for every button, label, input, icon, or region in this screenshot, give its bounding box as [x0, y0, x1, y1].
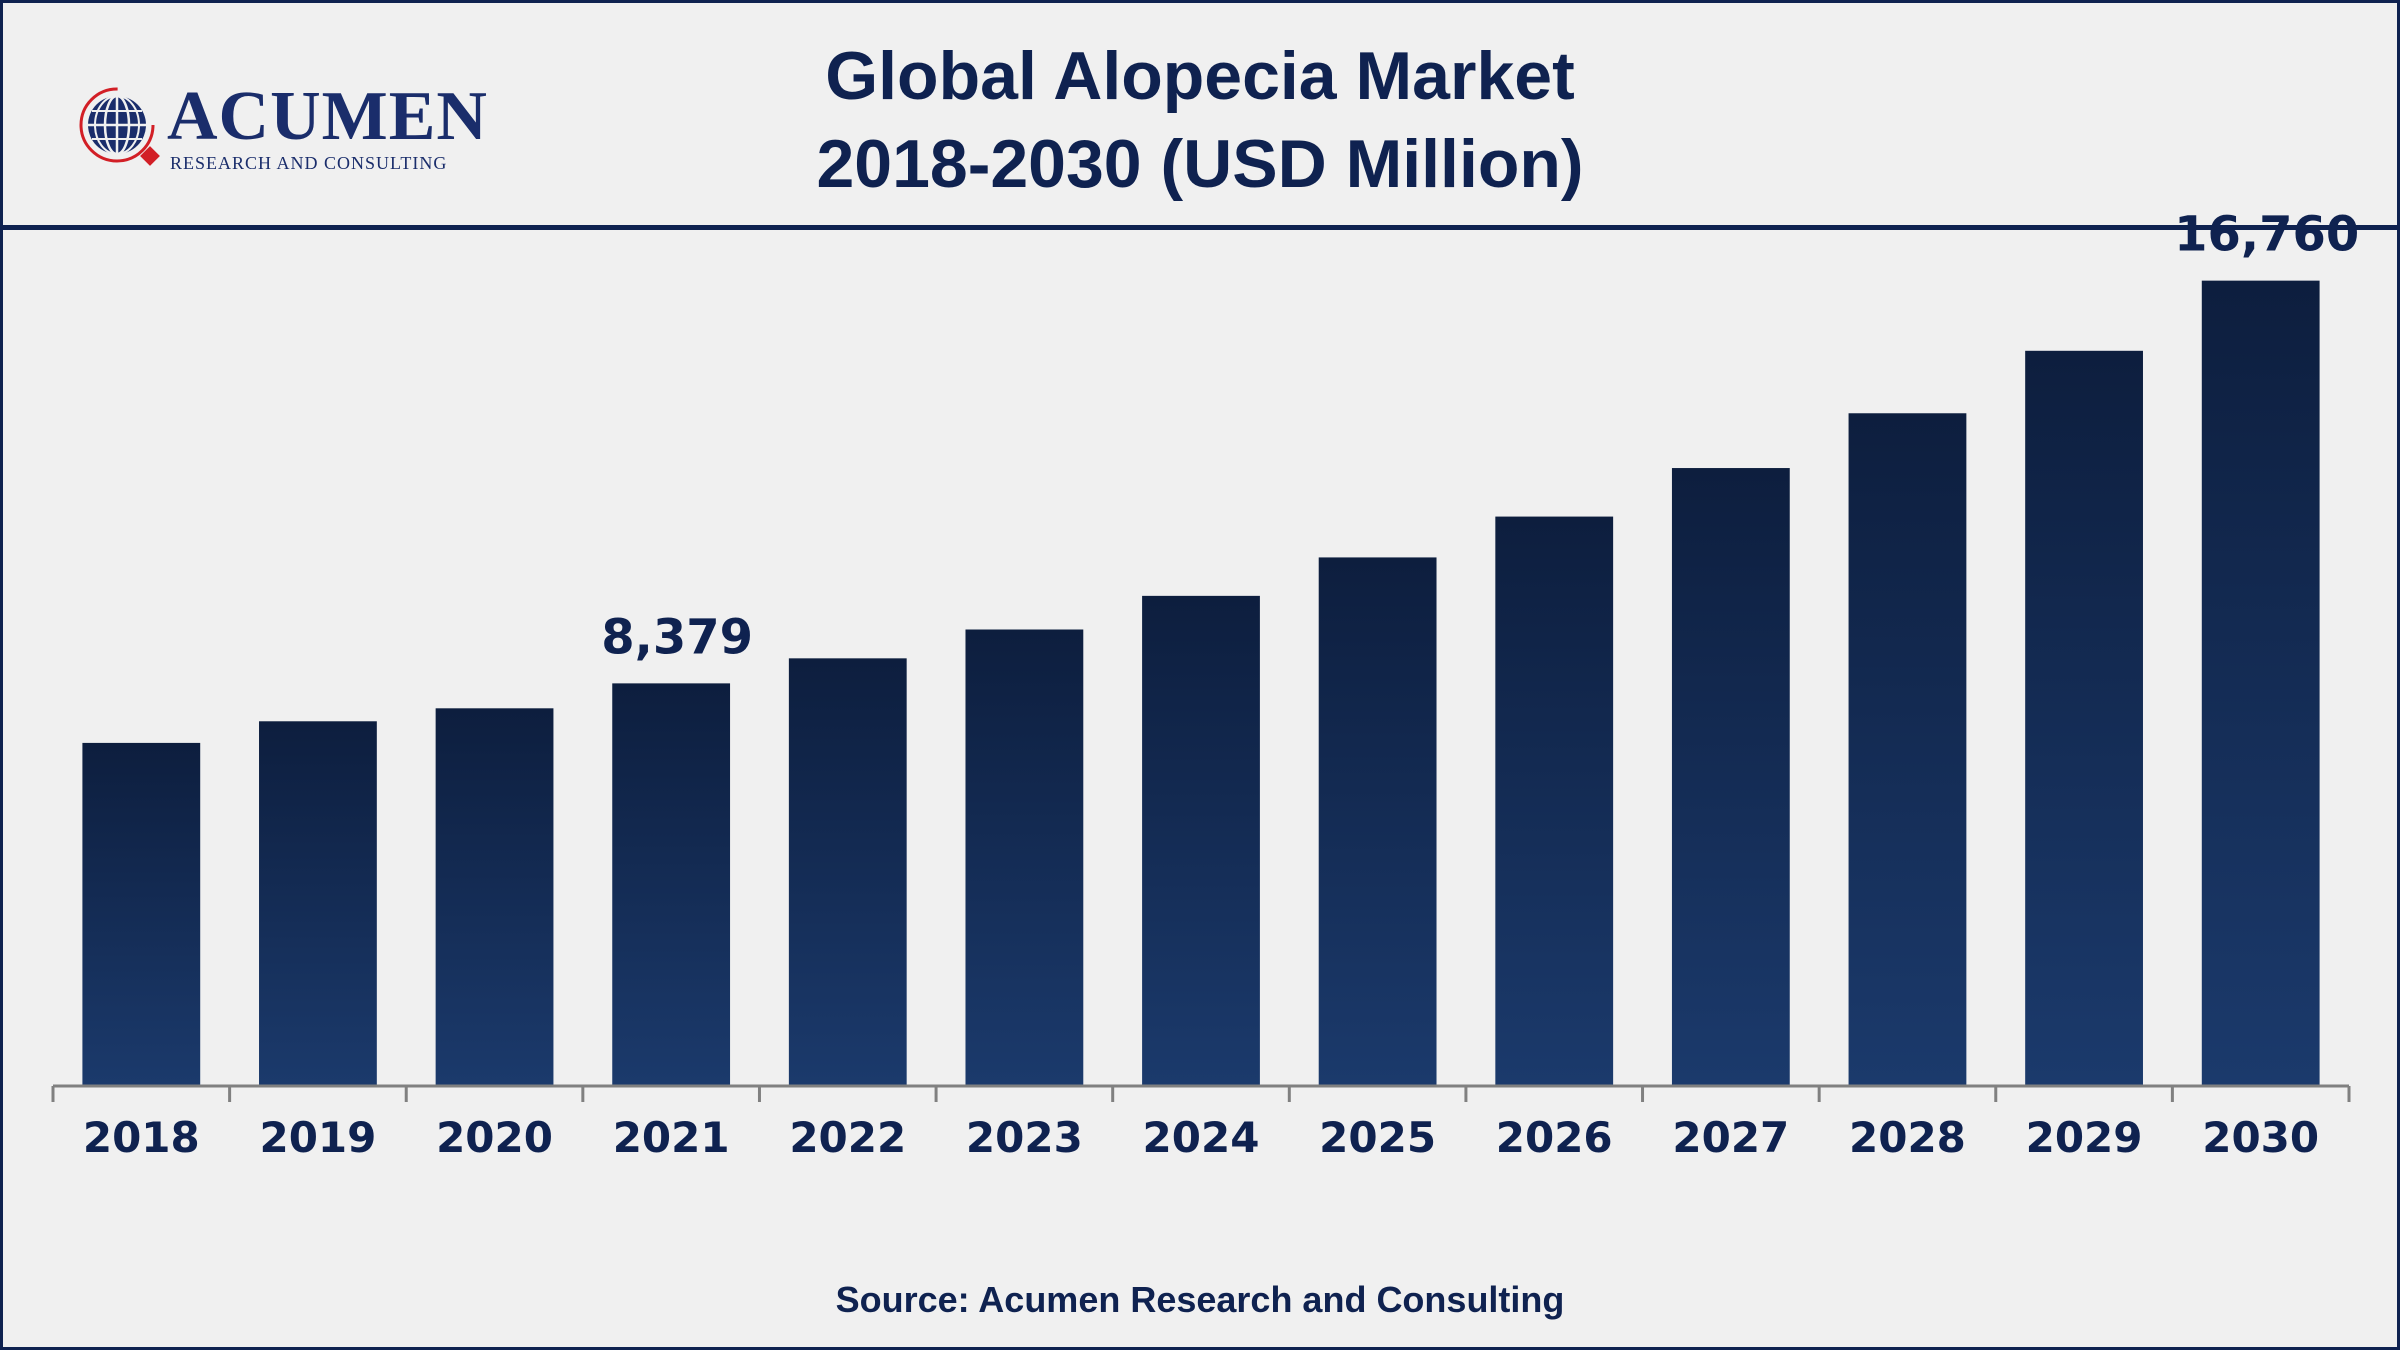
bar-2026: [1495, 516, 1614, 1086]
header: ACUMEN RESEARCH AND CONSULTING Global Al…: [3, 3, 2397, 230]
x-tick-label: 2019: [259, 1113, 376, 1162]
data-label-2030: 16,760: [2174, 207, 2359, 263]
x-tick-label: 2028: [1849, 1113, 1966, 1162]
bar-2030: [2201, 280, 2320, 1086]
logo-tagline: RESEARCH AND CONSULTING: [170, 153, 448, 173]
bar-2022: [788, 658, 907, 1086]
x-tick-label: 2018: [83, 1113, 200, 1162]
x-tick-label: 2023: [966, 1113, 1083, 1162]
globe-icon: [79, 87, 160, 166]
bar-2024: [1142, 595, 1260, 1086]
x-tick-label: 2025: [1319, 1113, 1436, 1162]
bar-2025: [1318, 557, 1437, 1086]
bar-2021: [612, 683, 731, 1086]
chart-title-line1: Global Alopecia Market: [825, 38, 1575, 114]
x-tick-label: 2020: [436, 1113, 553, 1162]
x-tick-label: 2029: [2026, 1113, 2143, 1162]
bar-chart: 2018 2019 2020 2021 8,379 2022 2023 2024 2025 202…: [51, 207, 2359, 1162]
chart-title-line2: 2018-2030 (USD Million): [816, 126, 1584, 202]
x-tick-label: 2024: [1143, 1113, 1260, 1162]
logo-brand: ACUMEN: [167, 78, 488, 155]
bar-2023: [965, 629, 1084, 1086]
x-tick-label: 2021: [613, 1113, 730, 1162]
bar-2018: [82, 742, 201, 1086]
source-note: Source: Acumen Research and Consulting: [835, 1279, 1565, 1320]
bar-2029: [2025, 350, 2143, 1086]
bar-2019: [259, 721, 377, 1086]
x-tick-label: 2022: [789, 1113, 906, 1162]
bar-2027: [1671, 468, 1790, 1086]
bar-2020: [435, 708, 554, 1086]
x-tick-label: 2030: [2202, 1113, 2319, 1162]
data-label-2021: 8,379: [601, 609, 753, 665]
x-tick-label: 2027: [1672, 1113, 1789, 1162]
x-tick-label: 2026: [1496, 1113, 1613, 1162]
bar-2028: [1848, 413, 1967, 1086]
acumen-logo: ACUMEN RESEARCH AND CONSULTING: [75, 77, 487, 177]
